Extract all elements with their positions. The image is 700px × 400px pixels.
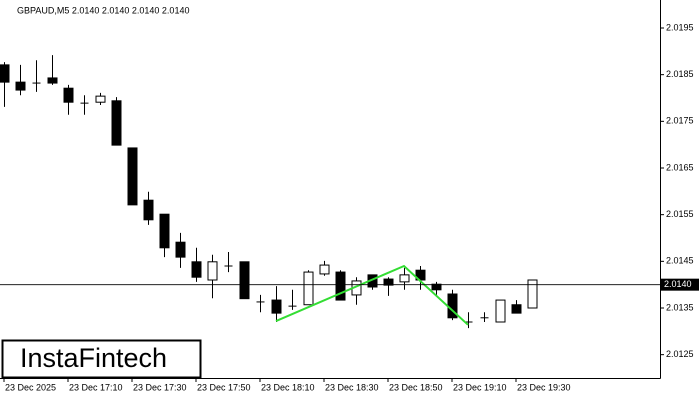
candle-body: [15, 81, 26, 91]
x-tick-label: 23 Dec 17:30: [133, 382, 187, 392]
x-tick-label: 23 Dec 18:10: [261, 382, 315, 392]
candle-body: [431, 283, 442, 291]
y-tick-label: 2.0165: [666, 162, 694, 172]
candle-body: [319, 264, 330, 275]
x-tick-label: 23 Dec 19:10: [453, 382, 507, 392]
candle-body: [239, 261, 250, 300]
candle-body: [303, 271, 314, 306]
candle-body: [207, 261, 218, 281]
candle-body: [47, 77, 58, 84]
y-tick-label: 2.0195: [666, 22, 694, 32]
y-tick-label: 2.0135: [666, 302, 694, 312]
x-tick-label: 23 Dec 2025: [5, 382, 56, 392]
y-tick-label: 2.0175: [666, 116, 694, 126]
candle-body: [143, 199, 154, 221]
y-tick-label: 2.0185: [666, 69, 694, 79]
candle-body: [399, 274, 410, 283]
candle-body: [111, 100, 122, 146]
header: GBPAUD,M5 2.0140 2.0140 2.0140 2.0140: [17, 5, 189, 15]
candle-body: [511, 304, 522, 314]
candle-body: [527, 279, 538, 309]
y-tick-label: 2.0145: [666, 256, 694, 266]
candle-body: [175, 241, 186, 258]
x-tick-label: 23 Dec 18:50: [389, 382, 443, 392]
candle-body: [335, 271, 346, 301]
candle-body: [495, 299, 506, 323]
x-tick-label: 23 Dec 17:50: [197, 382, 251, 392]
candle-body: [191, 261, 202, 278]
candle-body: [127, 147, 138, 206]
candle-body: [63, 87, 74, 103]
x-tick-label: 23 Dec 19:30: [517, 382, 571, 392]
y-tick-label: 2.0125: [666, 349, 694, 359]
x-tick-label: 23 Dec 17:10: [69, 382, 123, 392]
watermark: InstaFintech: [20, 343, 167, 373]
pattern-line: [275, 264, 469, 326]
current-price-box: [661, 278, 699, 291]
candle-body: [159, 213, 170, 249]
candle-body: [383, 278, 394, 286]
candle-body: [271, 299, 282, 314]
y-tick-label: 2.0155: [666, 209, 694, 219]
candle-body: [0, 64, 10, 83]
current-price-label: 2.0140: [664, 279, 692, 289]
candle-body: [95, 95, 106, 103]
x-tick-label: 23 Dec 18:30: [325, 382, 379, 392]
watermark-box: [1, 339, 202, 379]
